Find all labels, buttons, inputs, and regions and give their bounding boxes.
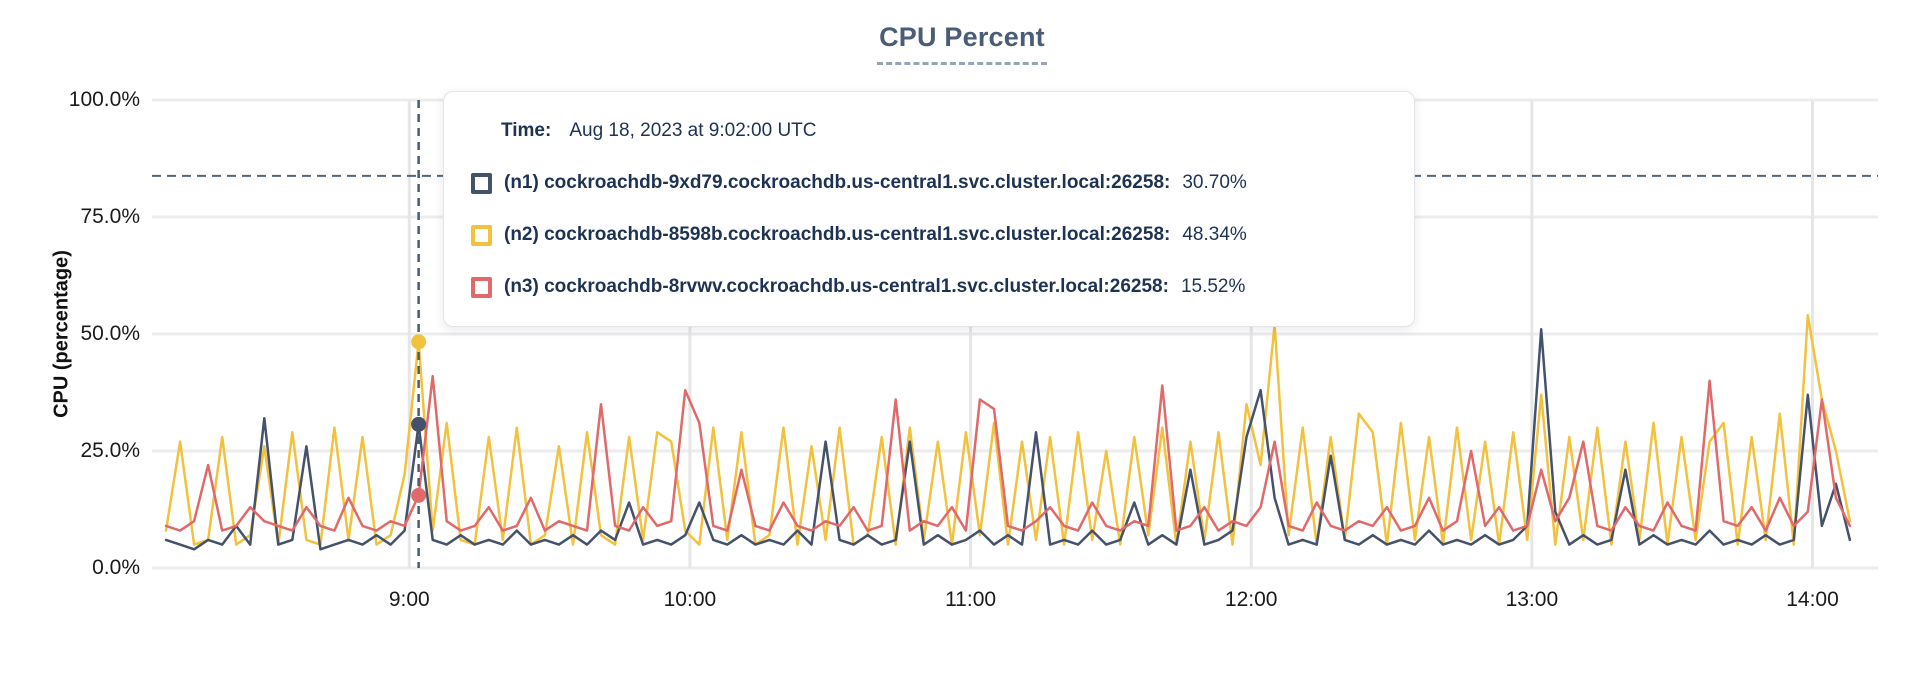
hover-tooltip: Time: Aug 18, 2023 at 9:02:00 UTC (n1) c… [443, 91, 1415, 327]
hover-marker-n3 [411, 487, 427, 503]
y-tick-label: 100.0% [68, 88, 140, 111]
hover-marker-n2 [411, 334, 427, 350]
series-label-n2: (n2) cockroachdb-8598b.cockroachdb.us-ce… [504, 224, 1171, 245]
y-tick-label: 75.0% [80, 205, 140, 228]
x-tick-label: 9:00 [388, 588, 430, 611]
series-swatch-n2 [471, 224, 492, 246]
x-tick-label: 13:00 [1505, 588, 1559, 611]
tooltip-time-row: Time: Aug 18, 2023 at 9:02:00 UTC [501, 118, 1384, 144]
series-swatch-n3 [471, 276, 492, 298]
series-label-n1: (n1) cockroachdb-9xd79.cockroachdb.us-ce… [504, 172, 1171, 193]
tooltip-series-row-n1: (n1) cockroachdb-9xd79.cockroachdb.us-ce… [471, 170, 1384, 196]
x-tick-label: 11:00 [945, 588, 997, 611]
hover-markers [411, 334, 427, 503]
hover-marker-n1 [411, 416, 427, 432]
series-value-n3: 15.52% [1180, 276, 1246, 297]
tooltip-series-row-n3: (n3) cockroachdb-8rvwv.cockroachdb.us-ce… [471, 274, 1384, 300]
series-label-n3: (n3) cockroachdb-8rvwv.cockroachdb.us-ce… [504, 276, 1169, 297]
series-value-n1: 30.70% [1182, 172, 1247, 193]
series-value-n2: 48.34% [1182, 224, 1247, 245]
x-tick-label: 14:00 [1786, 588, 1839, 611]
series-lines [164, 314, 1852, 551]
series-line-n1 [164, 328, 1852, 551]
tooltip-time-label: Time: [501, 120, 552, 141]
series-line-n3 [164, 374, 1852, 532]
tooltip-series-row-n2: (n2) cockroachdb-8598b.cockroachdb.us-ce… [471, 222, 1384, 248]
series-line-n2 [164, 314, 1852, 546]
y-tick-label: 25.0% [80, 439, 140, 462]
y-tick-label: 0.0% [92, 556, 140, 579]
y-tick-label: 50.0% [80, 322, 140, 345]
tooltip-time-value: Aug 18, 2023 at 9:02:00 UTC [569, 120, 817, 141]
x-tick-label: 10:00 [663, 588, 717, 611]
x-tick-label: 12:00 [1224, 588, 1278, 611]
series-swatch-n1 [471, 172, 492, 194]
